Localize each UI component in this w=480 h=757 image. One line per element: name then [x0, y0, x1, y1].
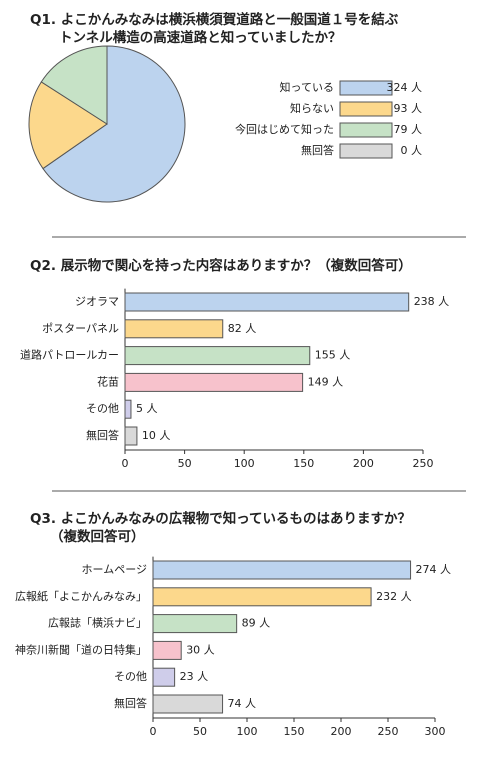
chart-title: （複数回答可） [50, 528, 145, 545]
bar [124, 346, 311, 366]
category-label: 神奈川新聞「道の日特集」 [15, 642, 147, 656]
value-label: 232 人 [376, 590, 412, 603]
value-label: 74 人 [228, 697, 257, 710]
x-tick-label: 250 [413, 457, 434, 470]
category-label: ポスターパネル [42, 322, 119, 335]
value-label: 30 人 [186, 643, 215, 656]
value-label: 79 人 [394, 123, 423, 136]
legend-swatch [339, 143, 393, 159]
bar [124, 319, 224, 339]
bar [152, 614, 238, 634]
category-label: 広報誌「横浜ナビ」 [48, 616, 147, 630]
x-tick-label: 50 [193, 725, 207, 738]
category-label: その他 [114, 670, 147, 683]
value-label: 5 人 [136, 402, 158, 415]
value-label: 0 人 [401, 144, 423, 157]
bar [152, 587, 372, 607]
value-label: 324 人 [387, 81, 423, 94]
chart-title: Q1. よこかんみなみは横浜横須賀道路と一般国道１号を結ぶ [30, 11, 399, 28]
legend-swatch [339, 80, 393, 96]
category-label: 花苗 [97, 375, 119, 388]
value-label: 10 人 [142, 429, 171, 442]
chart-title: Q3. よこかんみなみの広報物で知っているものはありますか？ [30, 510, 411, 527]
bar [124, 292, 410, 312]
x-tick-label: 200 [353, 457, 374, 470]
category-label: 道路パトロールカー [20, 348, 119, 362]
x-tick-label: 150 [293, 457, 314, 470]
category-label: ホームページ [82, 563, 147, 576]
x-tick-label: 200 [331, 725, 352, 738]
x-tick-label: 0 [122, 457, 129, 470]
value-label: 155 人 [315, 349, 351, 362]
value-label: 82 人 [228, 322, 257, 335]
bar [152, 667, 176, 687]
value-label: 238 人 [414, 295, 450, 308]
legend-swatch [339, 122, 393, 138]
bar [152, 640, 182, 660]
bar [124, 372, 304, 392]
legend-label: 知っている [280, 80, 334, 94]
category-label: ジオラマ [75, 295, 119, 308]
pie-slice [42, 45, 186, 203]
legend-label: 今回はじめて知った [235, 122, 334, 136]
pie-slice [40, 45, 108, 125]
x-tick-label: 100 [234, 457, 255, 470]
x-tick-label: 50 [178, 457, 192, 470]
value-label: 274 人 [416, 563, 452, 576]
x-tick-label: 0 [150, 725, 157, 738]
legend-swatch [339, 101, 393, 117]
bar [152, 694, 224, 714]
chart-title: トンネル構造の高速道路と知っていましたか？ [59, 29, 342, 46]
x-tick-label: 100 [237, 725, 258, 738]
value-label: 89 人 [242, 617, 271, 630]
x-tick-label: 250 [378, 725, 399, 738]
bar [152, 560, 412, 580]
category-label: 無回答 [86, 428, 119, 442]
x-tick-label: 300 [425, 725, 446, 738]
value-label: 93 人 [394, 102, 423, 115]
category-label: 無回答 [114, 696, 147, 710]
category-label: 広報紙「よこかんみなみ」 [15, 589, 147, 603]
value-label: 149 人 [308, 375, 344, 388]
pie-slice [28, 81, 108, 170]
value-label: 23 人 [180, 670, 209, 683]
chart-title: Q2. 展示物で関心を持った内容はありますか？（複数回答可） [30, 257, 412, 274]
category-label: その他 [86, 402, 119, 415]
legend-label: 無回答 [301, 143, 334, 157]
bar [124, 399, 132, 419]
bar [124, 426, 138, 446]
x-tick-label: 150 [284, 725, 305, 738]
legend-label: 知らない [290, 101, 334, 115]
